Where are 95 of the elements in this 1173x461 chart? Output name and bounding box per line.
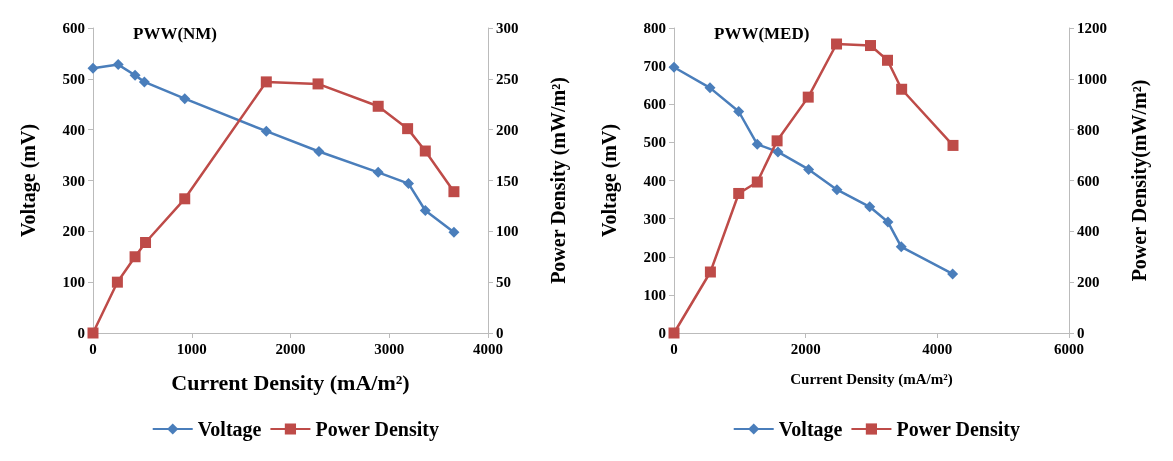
y-axis-title: Voltage (mV) [17, 123, 40, 238]
y2-tick-label: 200 [496, 121, 519, 138]
y2-axis-title: Power Density(mW/m²) [1128, 79, 1151, 282]
point [865, 40, 877, 52]
point [947, 268, 959, 280]
y-tick-label: 0 [658, 325, 666, 341]
legend-label: Voltage [197, 418, 262, 441]
point [112, 59, 124, 71]
point [313, 146, 325, 158]
chart-title: PWW(NM) [133, 24, 218, 43]
point [87, 62, 99, 74]
point [882, 54, 893, 66]
y-axis-title: Voltage (mV) [598, 123, 621, 238]
point [751, 138, 763, 150]
point [864, 201, 876, 213]
y2-tick-label: 50 [496, 274, 511, 291]
y-tick-label: 200 [62, 223, 85, 240]
point [129, 251, 141, 263]
point [372, 166, 384, 178]
y-tick-label: 100 [643, 286, 666, 303]
y2-tick-label: 800 [1077, 121, 1100, 138]
y2-tick-label: 1000 [1077, 70, 1107, 87]
y-tick-label: 500 [643, 134, 666, 151]
point [448, 186, 460, 198]
y-tick-label: 400 [62, 121, 85, 138]
x-tick-label: 1000 [176, 340, 207, 357]
point [772, 146, 784, 158]
y2-tick-label: 100 [496, 223, 519, 240]
y-tick-label: 800 [643, 20, 666, 36]
x-axis-title: Current Density (mA/m²) [790, 370, 953, 388]
point [138, 76, 150, 88]
legend-label: Power Density [896, 418, 1020, 441]
point [419, 145, 431, 157]
y-tick-label: 700 [643, 58, 666, 75]
y2-tick-label: 0 [1077, 325, 1085, 341]
y-tick-label: 500 [62, 70, 85, 87]
x-tick-label: 4000 [473, 340, 503, 357]
x-tick-label: 6000 [1054, 340, 1084, 357]
x-tick-label: 0 [89, 340, 97, 357]
point [140, 237, 152, 249]
y-tick-label: 300 [643, 210, 666, 227]
point [372, 100, 384, 112]
x-tick-label: 2000 [790, 340, 821, 357]
point [896, 83, 908, 95]
y2-tick-label: 0 [496, 325, 504, 341]
point [802, 91, 814, 103]
point [179, 193, 191, 205]
y2-axis-title: Power Density (mW/m²) [547, 77, 570, 284]
point [448, 226, 460, 238]
point [733, 105, 745, 117]
point [704, 266, 716, 278]
y-tick-label: 300 [62, 172, 85, 189]
legend-label: Power Density [315, 418, 439, 441]
point [419, 204, 431, 216]
point [882, 216, 894, 228]
point [312, 78, 324, 90]
point [831, 38, 843, 50]
y2-tick-label: 200 [1077, 274, 1100, 291]
x-tick-label: 0 [670, 340, 678, 357]
x-tick-label: 2000 [275, 340, 306, 357]
y2-tick-label: 150 [496, 172, 519, 189]
point [87, 327, 99, 339]
point [704, 82, 716, 94]
legend-label: Voltage [778, 418, 843, 441]
point [771, 135, 783, 147]
point [803, 163, 815, 175]
y2-tick-label: 600 [1077, 172, 1100, 189]
point [129, 69, 141, 81]
y2-tick-label: 250 [496, 70, 519, 87]
y-tick-label: 200 [643, 248, 666, 265]
y2-tick-label: 400 [1077, 223, 1100, 240]
point [733, 187, 745, 199]
point [111, 276, 123, 288]
x-axis-title: Current Density (mA/m²) [171, 369, 410, 395]
y-tick-label: 400 [643, 172, 666, 189]
point [260, 125, 272, 137]
x-tick-label: 3000 [374, 340, 405, 357]
y-tick-label: 100 [62, 274, 85, 291]
point [179, 93, 191, 105]
point [895, 241, 907, 253]
point [751, 176, 763, 188]
point [403, 178, 415, 190]
y2-tick-label: 300 [496, 20, 519, 36]
point [260, 76, 272, 88]
point [668, 61, 680, 73]
y-tick-label: 600 [643, 96, 666, 113]
point [947, 139, 959, 151]
point [668, 327, 680, 339]
y-tick-label: 600 [62, 20, 85, 36]
chart-title: PWW(MED) [714, 24, 810, 43]
y2-tick-label: 1200 [1077, 20, 1107, 36]
point [831, 184, 843, 196]
point [402, 123, 414, 135]
y-tick-label: 0 [77, 325, 85, 341]
x-tick-label: 4000 [922, 340, 953, 357]
